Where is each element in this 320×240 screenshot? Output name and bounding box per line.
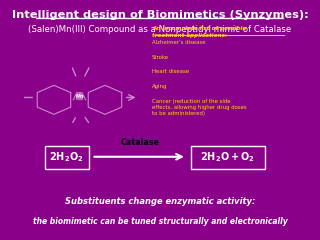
- Text: the biomimetic can be tuned structurally and electronically: the biomimetic can be tuned structurally…: [33, 217, 287, 226]
- Bar: [191, 146, 265, 169]
- Text: (Salen)Mn(III) Compound as a Nonpeptidyl mimic of Catalase: (Salen)Mn(III) Compound as a Nonpeptidyl…: [28, 25, 292, 34]
- Text: Catalase: Catalase: [120, 138, 159, 147]
- Text: Substituents change enzymatic activity:: Substituents change enzymatic activity:: [65, 197, 255, 206]
- Text: $\mathregular{2H_2O_2}$: $\mathregular{2H_2O_2}$: [50, 150, 84, 164]
- Text: Stroke: Stroke: [152, 54, 169, 60]
- Text: Aging: Aging: [152, 84, 167, 89]
- Bar: [44, 146, 89, 169]
- Text: Intelligent design of Biomimetics (Synzymes):: Intelligent design of Biomimetics (Synzy…: [12, 10, 308, 20]
- Text: Mn: Mn: [75, 94, 84, 99]
- Text: Cancer (reduction of the side
effects, allowing higher drug doses
to be administ: Cancer (reduction of the side effects, a…: [152, 99, 247, 116]
- Text: $\mathregular{2H_2O + O_2}$: $\mathregular{2H_2O + O_2}$: [200, 150, 255, 164]
- Text: Heart disease: Heart disease: [152, 69, 189, 74]
- Text: An incomplete list of possible
treatment applications:: An incomplete list of possible treatment…: [152, 26, 246, 38]
- Text: Alzheimer’s disease: Alzheimer’s disease: [152, 40, 205, 45]
